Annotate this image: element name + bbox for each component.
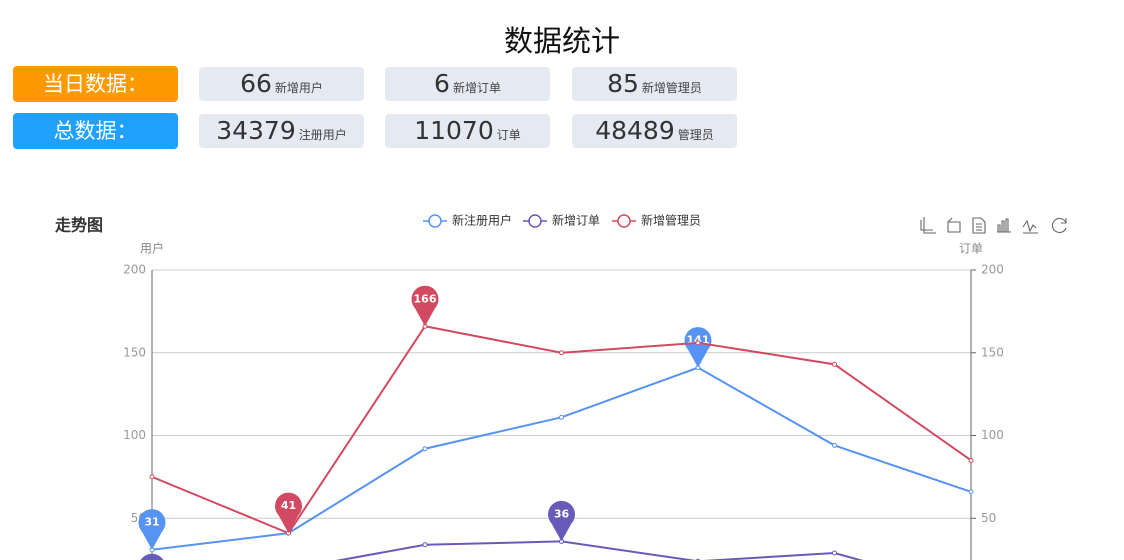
stat-value: 6 [434, 69, 450, 98]
mark-pin-label: 41 [281, 499, 296, 512]
legend-label: 新增订单 [552, 213, 600, 228]
mark-pin [275, 492, 303, 534]
stat-card: 11070 订单 [385, 114, 550, 148]
legend-symbol [528, 214, 542, 228]
mark-pin-label: 31 [144, 516, 159, 529]
data-point [968, 457, 974, 463]
mark-pin [411, 285, 439, 327]
y-tick-label: 150 [123, 345, 146, 359]
stat-name: 新增管理员 [641, 81, 702, 95]
data-point [559, 350, 564, 356]
line-tool[interactable] [1022, 219, 1038, 234]
stat-value: 34379 [216, 116, 296, 145]
stat-row-label: 当日数据： [13, 66, 178, 102]
data-point [832, 550, 837, 556]
mark-pin-label: 166 [414, 292, 437, 305]
y2-axis-name: 订单 [959, 242, 983, 256]
page-title: 数据统计 [503, 24, 620, 58]
stat-card: 48489 管理员 [572, 114, 737, 148]
stat-card: 85 新增管理员 [572, 67, 737, 101]
stat-value: 66 [240, 69, 272, 98]
data-point [832, 442, 837, 448]
data-point [695, 340, 701, 346]
chart-title: 走势图 [54, 216, 103, 235]
data-point [559, 414, 564, 420]
legend-label: 新增管理员 [641, 213, 701, 228]
stat-row-label: 总数据： [13, 113, 178, 149]
mark-pin [684, 327, 712, 368]
legend-symbol [428, 214, 442, 228]
stat-card: 6 新增订单 [385, 67, 550, 101]
stat-card: 34379 注册用户 [199, 114, 364, 148]
stat-card: 66 新增用户 [199, 67, 364, 101]
stat-name: 管理员 [677, 128, 714, 142]
legend-item[interactable]: 新注册用户 [423, 213, 512, 228]
stat-name: 订单 [496, 128, 521, 142]
toolbox [920, 217, 1067, 234]
data-point [422, 542, 428, 548]
mark-pin [138, 509, 166, 550]
zoom-tool[interactable] [920, 217, 936, 234]
y-axis-name: 用户 [140, 241, 164, 256]
stat-value: 11070 [414, 116, 494, 145]
mark-pin [548, 500, 575, 542]
stat-value: 85 [607, 69, 639, 98]
y2-tick-label: 150 [981, 345, 1004, 359]
mark-pin-label: 36 [554, 507, 570, 520]
data-view-tool[interactable] [972, 217, 986, 234]
zoom-back-tool[interactable] [947, 217, 961, 233]
bar-tool[interactable] [997, 218, 1011, 233]
y-tick-label: 200 [123, 263, 146, 277]
data-point [832, 361, 837, 367]
series-line [335, 540, 864, 560]
legend-label: 新注册用户 [452, 213, 512, 228]
restore-tool[interactable] [1051, 217, 1067, 234]
legend-item[interactable]: 新增管理员 [612, 213, 701, 228]
stat-name: 注册用户 [298, 128, 347, 142]
stat-name: 新增用户 [274, 81, 323, 95]
y2-tick-label: 50 [981, 511, 996, 525]
legend-item[interactable]: 新增订单 [523, 213, 600, 228]
legend-symbol [617, 214, 631, 228]
stat-name: 新增订单 [452, 81, 501, 95]
y2-tick-label: 200 [981, 263, 1004, 277]
y2-tick-label: 100 [981, 428, 1004, 442]
data-point [149, 474, 155, 480]
y-tick-label: 100 [123, 428, 146, 442]
data-point [968, 489, 974, 495]
data-point [422, 446, 428, 452]
stat-value: 48489 [595, 116, 675, 145]
mark-pin [140, 553, 164, 560]
